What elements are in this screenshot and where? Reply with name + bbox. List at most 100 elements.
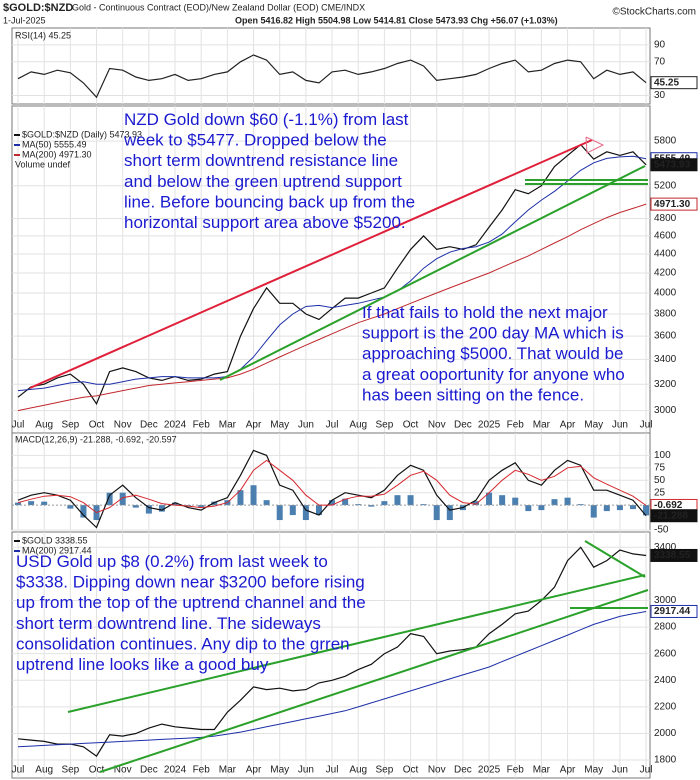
legend-label: MA(50) 5555.49	[22, 139, 87, 149]
y-tick-label: 3400	[654, 542, 677, 553]
annotation-line: $3338. Dipping down near $3200 before ri…	[16, 573, 365, 592]
x-tick-label: Nov	[428, 765, 446, 776]
x-tick-label: May	[584, 420, 603, 431]
series-line	[17, 203, 647, 412]
x-tick-label: Aug	[349, 765, 367, 776]
x-tick-label: 2025	[478, 765, 501, 776]
x-tick-label: Jun	[298, 420, 314, 431]
x-tick-label: Nov	[114, 765, 132, 776]
histogram-bar	[329, 500, 336, 506]
panel-title: MACD(12,26,9) -21.288, -0.692, -20.597	[15, 434, 177, 444]
x-tick-label: Apr	[560, 765, 576, 776]
histogram-bar	[276, 505, 283, 521]
x-tick-label: Dec	[140, 765, 158, 776]
histogram-bar	[420, 504, 427, 506]
histogram-bar	[486, 492, 493, 506]
panel-title: RSI(14) 45.25	[15, 30, 71, 40]
date: 1-Jul-2025	[3, 15, 46, 25]
y-tick-label: 100	[654, 450, 671, 461]
histogram-bar	[590, 505, 597, 518]
uptrend-line	[219, 165, 646, 381]
y-tick-label: 2600	[654, 648, 677, 659]
histogram-bar	[446, 505, 453, 521]
series-line	[17, 155, 647, 392]
x-tick-label: Apr	[246, 420, 262, 431]
y-tick-label: 3800	[654, 309, 677, 320]
y-tick-label: -50	[654, 525, 669, 536]
end-label: 5473.93	[654, 159, 691, 170]
x-tick-label: Jul	[326, 420, 339, 431]
x-tick-label: Mar	[533, 420, 551, 431]
y-tick-label: 2200	[654, 702, 677, 713]
end-label: -0.692	[654, 500, 683, 511]
histogram-bar	[80, 505, 87, 518]
histogram-bar	[551, 499, 558, 506]
histogram-bar	[198, 505, 205, 508]
annotation-line: week to $5477. Dropped below the	[123, 131, 387, 150]
trendlines	[29, 136, 649, 773]
quote: Open 5416.82 High 5504.98 Low 5414.81 Cl…	[235, 15, 558, 25]
histogram-bar	[106, 492, 113, 506]
histogram-bar	[342, 498, 349, 506]
histogram-bar	[145, 505, 152, 514]
x-tick-label: Jul	[640, 765, 653, 776]
annotation-line: uptrend line looks like a good buy	[16, 655, 269, 674]
end-label: 3338.55	[654, 550, 691, 561]
x-tick-label: Dec	[454, 420, 472, 431]
downtrend-triangle	[585, 136, 605, 154]
histogram-bar	[394, 495, 401, 506]
annotation-line: short term downtrend line. The sideways	[16, 614, 321, 633]
channel-lower	[99, 589, 649, 773]
legend-label: $GOLD 3338.55	[22, 535, 88, 545]
series-line	[17, 459, 647, 514]
x-tick-label: Jul	[326, 765, 339, 776]
x-tick-label: Oct	[89, 765, 105, 776]
histogram-bar	[368, 505, 375, 507]
panel	[11, 432, 651, 531]
histogram-bar	[512, 497, 519, 506]
y-tick-label: 2000	[654, 728, 677, 739]
x-tick-label: Nov	[428, 420, 446, 431]
annotation-line: USD Gold up $8 (0.2%) from last week to	[16, 552, 328, 571]
x-tick-label: Feb	[507, 420, 525, 431]
annotation-line: up from the top of the uptrend channel a…	[16, 593, 366, 612]
annotation-line: NZD Gold down $60 (-1.1%) from last	[124, 110, 409, 129]
histogram-bar	[407, 495, 414, 506]
x-tick-label: Jul	[12, 765, 25, 776]
y-tick-label: 4800	[654, 213, 677, 224]
x-tick-label: Oct	[89, 420, 105, 431]
annotation-line: support is the 200 day MA which is	[362, 324, 624, 343]
end-label-box	[650, 158, 698, 172]
credit: ©StockCharts.com	[612, 7, 696, 18]
x-tick-label: Feb	[507, 765, 525, 776]
y-tick-label: 4200	[654, 268, 677, 279]
y-tick-label: 25	[654, 487, 666, 498]
x-tick-label: 2024	[164, 765, 187, 776]
x-tick-label: Dec	[454, 765, 472, 776]
resistance-line	[29, 139, 593, 389]
histogram-bar	[302, 505, 309, 521]
description: Gold - Continuous Contract (EOD)/New Zea…	[72, 2, 365, 12]
end-label-box	[650, 76, 698, 90]
x-tick-label: Jun	[612, 765, 628, 776]
histogram-bar	[643, 505, 650, 516]
histogram-bar	[172, 502, 179, 506]
x-tick-label: Aug	[349, 420, 367, 431]
histogram-bar	[119, 492, 126, 506]
annotation-line: approaching $5000. That would be	[362, 344, 624, 363]
y-tick-label: 3000	[654, 405, 677, 416]
x-tick-label: Oct	[403, 765, 419, 776]
y-tick-label: 75	[654, 462, 666, 473]
symbol: $GOLD:$NZD	[3, 2, 73, 14]
y-tick-label: 50	[654, 475, 666, 486]
series-line	[17, 54, 647, 99]
end-label: 45.25	[654, 77, 679, 88]
histogram-bar	[538, 505, 545, 511]
x-tick-label: Dec	[140, 420, 158, 431]
x-tick-label: Sep	[61, 765, 79, 776]
x-tick-label: Apr	[246, 765, 262, 776]
y-tick-label: 4000	[654, 288, 677, 299]
legend-label: MA(200) 2917.44	[22, 545, 92, 555]
x-tick-label: Jun	[298, 765, 314, 776]
end-label-box	[650, 197, 698, 211]
